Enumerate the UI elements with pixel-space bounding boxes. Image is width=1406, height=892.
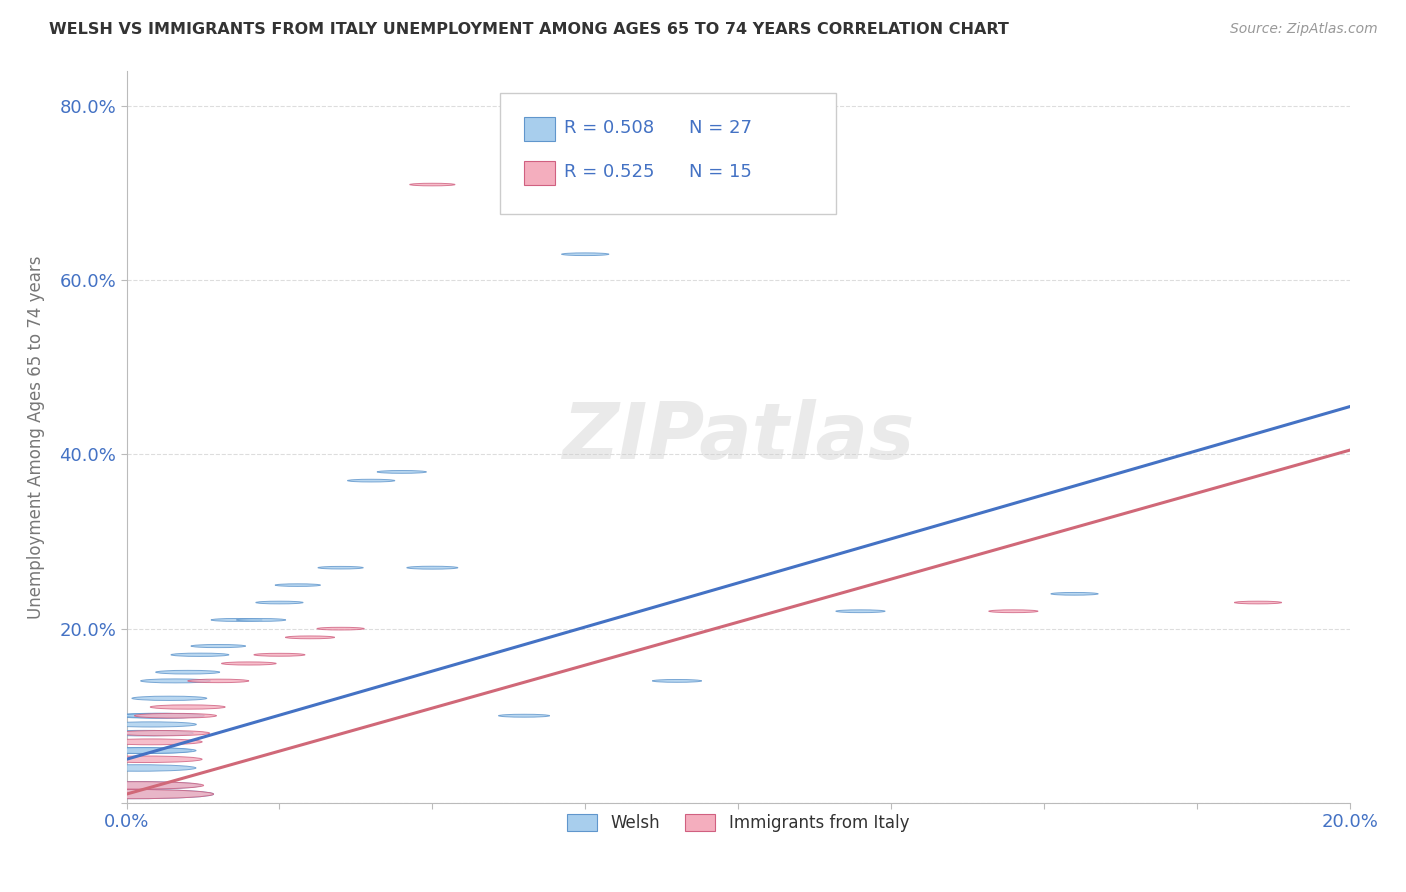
Ellipse shape <box>1050 592 1098 595</box>
Ellipse shape <box>132 696 207 700</box>
Ellipse shape <box>561 252 609 256</box>
Ellipse shape <box>114 714 201 718</box>
Ellipse shape <box>211 618 262 622</box>
Ellipse shape <box>82 764 195 772</box>
Ellipse shape <box>150 705 225 709</box>
Text: Source: ZipAtlas.com: Source: ZipAtlas.com <box>1230 22 1378 37</box>
Ellipse shape <box>285 636 335 639</box>
Ellipse shape <box>652 680 702 682</box>
Text: WELSH VS IMMIGRANTS FROM ITALY UNEMPLOYMENT AMONG AGES 65 TO 74 YEARS CORRELATIO: WELSH VS IMMIGRANTS FROM ITALY UNEMPLOYM… <box>49 22 1010 37</box>
Ellipse shape <box>97 731 193 736</box>
Text: R = 0.525: R = 0.525 <box>564 163 655 181</box>
Ellipse shape <box>172 653 229 657</box>
Ellipse shape <box>188 679 249 682</box>
Ellipse shape <box>105 722 197 727</box>
Ellipse shape <box>318 566 363 569</box>
Ellipse shape <box>141 679 211 683</box>
Ellipse shape <box>256 601 304 604</box>
Ellipse shape <box>117 731 209 736</box>
Ellipse shape <box>52 789 214 798</box>
Ellipse shape <box>222 662 276 665</box>
Ellipse shape <box>86 747 191 754</box>
Ellipse shape <box>94 747 195 754</box>
FancyBboxPatch shape <box>524 118 554 141</box>
Ellipse shape <box>65 781 201 789</box>
Ellipse shape <box>191 645 246 648</box>
Ellipse shape <box>254 653 305 657</box>
Ellipse shape <box>835 610 886 613</box>
Ellipse shape <box>100 739 202 745</box>
Ellipse shape <box>156 671 219 674</box>
Text: N = 27: N = 27 <box>689 119 752 136</box>
Text: R = 0.508: R = 0.508 <box>564 119 655 136</box>
Ellipse shape <box>316 627 364 630</box>
Y-axis label: Unemployment Among Ages 65 to 74 years: Unemployment Among Ages 65 to 74 years <box>27 255 45 619</box>
Ellipse shape <box>75 781 204 789</box>
Ellipse shape <box>1234 601 1282 604</box>
Ellipse shape <box>87 756 202 763</box>
Text: ZIPatlas: ZIPatlas <box>562 399 914 475</box>
Text: N = 15: N = 15 <box>689 163 752 181</box>
Ellipse shape <box>236 618 285 622</box>
Ellipse shape <box>499 714 550 717</box>
Legend: Welsh, Immigrants from Italy: Welsh, Immigrants from Italy <box>561 807 915 838</box>
Ellipse shape <box>409 183 456 186</box>
Ellipse shape <box>135 714 217 718</box>
Ellipse shape <box>122 714 204 718</box>
Ellipse shape <box>276 584 321 586</box>
Ellipse shape <box>988 610 1038 613</box>
Ellipse shape <box>347 479 395 482</box>
FancyBboxPatch shape <box>499 94 837 214</box>
Ellipse shape <box>377 470 426 474</box>
Ellipse shape <box>406 566 458 569</box>
FancyBboxPatch shape <box>524 161 554 185</box>
Ellipse shape <box>52 789 214 798</box>
